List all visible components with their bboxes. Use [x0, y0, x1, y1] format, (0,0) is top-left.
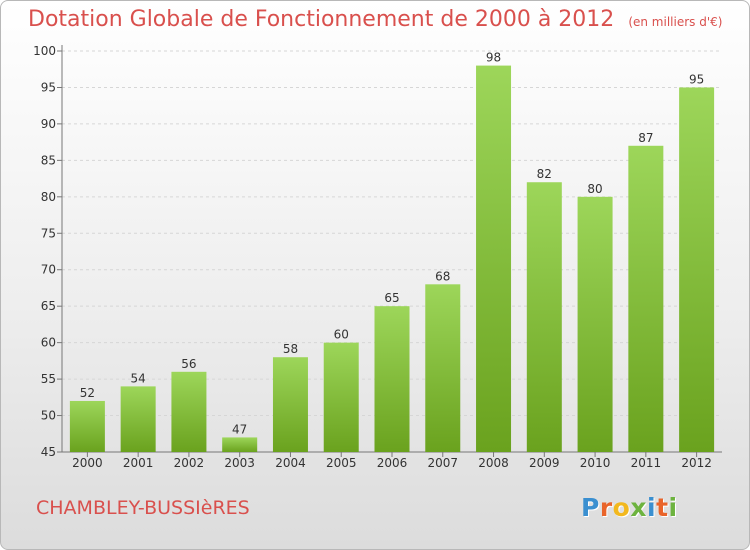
x-tick-label: 2000 — [72, 456, 103, 470]
logo-letter: P — [581, 493, 600, 522]
y-tick-label: 55 — [41, 372, 56, 386]
data-label: 95 — [689, 72, 704, 86]
y-tick-label: 100 — [33, 44, 56, 58]
chart-title: Dotation Globale de Fonctionnement de 20… — [28, 7, 722, 32]
x-tick-label: 2004 — [275, 456, 306, 470]
data-label: 87 — [638, 131, 653, 145]
y-tick-label: 65 — [41, 299, 56, 313]
bar — [69, 400, 105, 452]
x-tick-label: 2002 — [174, 456, 205, 470]
bar — [323, 342, 359, 452]
data-label: 80 — [587, 182, 602, 196]
bar — [679, 87, 715, 453]
logo-letter: o — [612, 493, 631, 522]
commune-name: CHAMBLEY-BUSSIèRES — [36, 497, 250, 519]
bars — [69, 65, 715, 453]
data-label: 60 — [334, 328, 349, 342]
logo-letter: i — [647, 493, 657, 522]
proxiti-logo[interactable]: Proxiti — [581, 493, 678, 522]
data-label: 68 — [435, 269, 450, 283]
y-tick-label: 90 — [41, 117, 56, 131]
x-tick-label: 2003 — [224, 456, 255, 470]
bar — [425, 284, 461, 452]
logo-letter: t — [656, 493, 669, 522]
x-tick-label: 2009 — [529, 456, 560, 470]
data-label: 56 — [181, 357, 196, 371]
bar — [272, 357, 308, 452]
bar — [374, 306, 410, 452]
data-label: 82 — [537, 167, 552, 181]
y-tick-label: 80 — [41, 190, 56, 204]
chart-unit: (en milliers d'€) — [628, 15, 723, 29]
y-tick-label: 85 — [41, 153, 56, 167]
x-tick-label: 2001 — [123, 456, 154, 470]
data-label: 52 — [80, 386, 95, 400]
bar — [628, 145, 664, 453]
bar — [171, 371, 207, 452]
y-tick-label: 60 — [41, 336, 56, 350]
bar — [120, 386, 156, 452]
x-tick-label: 2006 — [377, 456, 408, 470]
x-tick-label: 2012 — [681, 456, 712, 470]
bar — [526, 182, 562, 452]
y-tick-label: 95 — [41, 80, 56, 94]
x-tick-label: 2011 — [631, 456, 662, 470]
bar — [577, 196, 613, 452]
logo-letter: x — [630, 493, 647, 522]
labels: 45 50 55 60 65 70 75 80 85 90 95 100 52 2000 54 2001 56 2… — [33, 44, 712, 470]
logo-letter: i — [668, 493, 678, 522]
x-tick-label: 2007 — [427, 456, 458, 470]
logo-letter: r — [599, 493, 613, 522]
data-label: 47 — [232, 422, 247, 436]
x-tick-label: 2005 — [326, 456, 357, 470]
data-label: 58 — [283, 342, 298, 356]
y-tick-label: 45 — [41, 445, 56, 459]
chart-title-text: Dotation Globale de Fonctionnement de 20… — [28, 7, 615, 32]
y-tick-label: 75 — [41, 226, 56, 240]
x-tick-label: 2008 — [478, 456, 509, 470]
data-label: 54 — [131, 371, 146, 385]
data-label: 98 — [486, 51, 501, 65]
x-tick-label: 2010 — [580, 456, 611, 470]
data-label: 65 — [384, 291, 399, 305]
y-tick-label: 50 — [41, 409, 56, 423]
y-tick-label: 70 — [41, 263, 56, 277]
bar — [476, 65, 512, 452]
bar — [222, 437, 258, 452]
